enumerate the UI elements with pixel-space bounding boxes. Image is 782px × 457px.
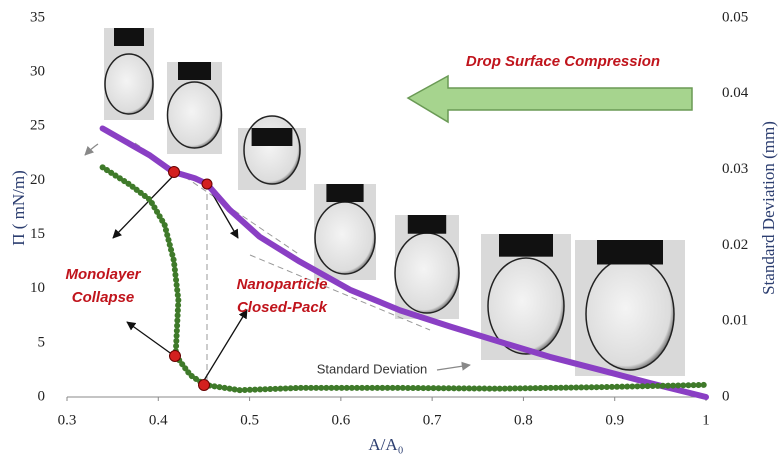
y-tick-label: 25: [30, 118, 45, 134]
y-tick-label: 10: [30, 280, 45, 296]
annotation: Standard Deviation: [317, 361, 428, 376]
y2-tick-label: 0: [722, 388, 730, 404]
drop: [168, 82, 222, 148]
needle: [408, 215, 446, 234]
chart: 0.30.40.50.60.70.80.910510152025303500.0…: [0, 0, 782, 457]
x-tick-label: 0.3: [58, 412, 77, 428]
x-tick-label: 1: [702, 412, 710, 428]
highlight-point: [170, 351, 181, 362]
x-tick-label: 0.5: [240, 412, 259, 428]
annotation: Monolayer: [65, 266, 141, 283]
needle: [326, 184, 363, 202]
annotation-arrow: [127, 322, 173, 355]
compression-arrow: [408, 76, 692, 122]
y2-tick-label: 0.04: [722, 85, 749, 101]
needle: [114, 28, 144, 46]
drop-images: [104, 28, 685, 376]
drop: [586, 258, 674, 370]
y-tick-label: 5: [38, 334, 46, 350]
drop: [315, 202, 375, 274]
y-tick-label: 35: [30, 9, 45, 25]
annotation: Closed-Pack: [237, 299, 328, 316]
y2-tick-label: 0.05: [722, 9, 748, 25]
x-tick-label: 0.7: [423, 412, 442, 428]
needle: [597, 240, 663, 264]
annotation: Drop Surface Compression: [466, 53, 660, 70]
annotation-arrow: [203, 310, 247, 382]
x-tick-label: 0.8: [514, 412, 533, 428]
y2-tick-label: 0.03: [722, 161, 748, 177]
x-tick-label: 0.6: [331, 412, 350, 428]
y-tick-label: 20: [30, 172, 45, 188]
y-tick-label: 0: [38, 388, 46, 404]
y-axis-label: Π ( mN/m): [9, 170, 28, 246]
highlight-point: [202, 179, 212, 189]
needle: [178, 62, 211, 80]
y-tick-label: 15: [30, 226, 45, 242]
needle: [252, 128, 293, 146]
annotation: Nanoparticle: [237, 276, 328, 293]
annotation-arrow: [85, 144, 98, 155]
drop: [244, 116, 300, 184]
highlight-point: [199, 380, 210, 391]
x-axis-label: A/A₀: [368, 435, 403, 454]
x-tick-label: 0.4: [149, 412, 168, 428]
annotation: Collapse: [72, 289, 135, 306]
needle: [499, 234, 553, 257]
drop: [395, 233, 459, 313]
annotation-arrow: [437, 365, 470, 370]
y2-axis-label: Standard Deviation (mm): [759, 121, 778, 295]
y2-tick-label: 0.01: [722, 313, 748, 329]
highlight-point: [169, 167, 180, 178]
y2-tick-label: 0.02: [722, 237, 748, 253]
x-tick-label: 0.9: [605, 412, 624, 428]
drop: [105, 54, 153, 114]
y-tick-label: 30: [30, 64, 45, 80]
